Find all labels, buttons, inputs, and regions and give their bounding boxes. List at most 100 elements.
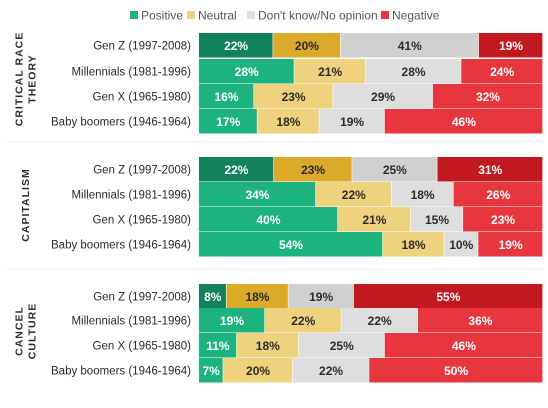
row-label: Gen Z (1997-2008) — [93, 291, 191, 303]
value-label-neutral: 18% — [402, 238, 426, 252]
bar-segment-dont-know — [319, 109, 385, 134]
bar-row: Gen X (1965-1980) 11% 18% 25% 46% — [93, 333, 543, 358]
value-label-positive: 28% — [235, 65, 259, 79]
bar-segment-negative — [453, 182, 543, 207]
bar-segment-neutral — [236, 333, 299, 358]
value-label-negative: 19% — [499, 238, 523, 252]
bar-segment-neutral — [315, 182, 392, 207]
bar-segment-positive — [199, 182, 316, 207]
bar-segment-negative — [437, 157, 543, 182]
bar-segment-negative — [432, 84, 543, 109]
bar-row: Millennials (1981-1996) 34% 22% 18% 26% — [71, 182, 543, 207]
bar-segment-dont-know — [391, 182, 453, 207]
group-title-line: CULTURE — [27, 303, 39, 359]
group-title-line: CRITICAL RACE — [14, 32, 26, 126]
value-label-negative: 32% — [476, 90, 500, 104]
bar-segment-neutral — [254, 84, 333, 109]
value-label-positive: 16% — [215, 90, 239, 104]
value-label-positive: 22% — [224, 39, 248, 53]
bar-segment-positive — [199, 84, 254, 109]
legend-label-neutral: Neutral — [198, 9, 237, 23]
legend-label-negative: Negative — [392, 9, 440, 23]
bar-segment-negative — [384, 109, 543, 134]
value-label-neutral: 20% — [295, 39, 319, 53]
bar-segment-dont-know — [352, 157, 437, 182]
bar-segment-neutral — [337, 207, 411, 232]
bar-segment-neutral — [226, 284, 288, 309]
bar-segment-positive — [199, 232, 383, 257]
bar-row: Baby boomers (1946-1964) 17% 18% 19% 46% — [51, 109, 543, 134]
bar-segment-positive — [199, 308, 265, 333]
bar-segment-negative — [417, 308, 543, 333]
value-label-dont-know: 10% — [449, 238, 473, 252]
value-label-negative: 24% — [490, 65, 514, 79]
row-label: Gen Z (1997-2008) — [93, 164, 191, 176]
bar-segment-neutral — [223, 358, 293, 383]
value-label-neutral: 22% — [291, 314, 315, 328]
row-label: Baby boomers (1946-1964) — [51, 365, 191, 377]
value-label-dont-know: 29% — [371, 90, 395, 104]
bar-segment-negative — [478, 232, 543, 257]
value-label-negative: 23% — [491, 213, 515, 227]
bar-segment-neutral — [294, 59, 366, 84]
value-label-dont-know: 25% — [383, 163, 407, 177]
bar-segment-negative — [463, 207, 543, 232]
value-label-positive: 40% — [256, 213, 280, 227]
bar-segment-dont-know — [340, 33, 479, 58]
value-label-dont-know: 18% — [411, 188, 435, 202]
value-label-positive: 11% — [206, 339, 230, 353]
bar-segment-positive — [199, 284, 226, 309]
bar-row: Gen X (1965-1980) 40% 21% 15% 23% — [93, 207, 543, 232]
value-label-neutral: 18% — [276, 115, 300, 129]
row-label: Millennials (1981-1996) — [71, 66, 191, 78]
bar-row: Gen Z (1997-2008) 22% 20% 41% 19% — [93, 33, 543, 58]
row-label: Gen X (1965-1980) — [93, 340, 192, 352]
bar-segment-positive — [199, 207, 338, 232]
bar-segment-dont-know — [365, 59, 461, 84]
bar-segment-neutral — [273, 157, 352, 182]
row-label: Baby boomers (1946-1964) — [51, 239, 191, 251]
value-label-neutral: 21% — [362, 213, 386, 227]
bar-segment-dont-know — [292, 358, 369, 383]
row-label: Millennials (1981-1996) — [71, 189, 191, 201]
value-label-positive: 54% — [279, 238, 303, 252]
bar-segment-positive — [199, 333, 237, 358]
value-label-dont-know: 25% — [330, 339, 354, 353]
group-title-line: CANCEL — [14, 306, 26, 356]
value-label-dont-know: 22% — [368, 314, 392, 328]
bar-segment-positive — [199, 33, 273, 58]
value-label-positive: 34% — [245, 188, 269, 202]
bar-segment-neutral — [273, 33, 341, 58]
value-label-negative: 46% — [452, 115, 476, 129]
value-label-positive: 8% — [204, 290, 222, 304]
value-label-dont-know: 19% — [309, 290, 333, 304]
value-label-neutral: 21% — [318, 65, 342, 79]
value-label-neutral: 20% — [246, 364, 270, 378]
value-label-negative: 36% — [468, 314, 492, 328]
value-label-negative: 31% — [478, 163, 502, 177]
legend-label-dont-know: Don't know/No opinion — [258, 9, 378, 23]
bar-row: Baby boomers (1946-1964) 7% 20% 22% 50% — [51, 358, 543, 383]
bar-segment-neutral — [382, 232, 444, 257]
bar-segment-positive — [199, 109, 257, 134]
bar-segment-negative — [478, 33, 543, 58]
bar-row: Gen Z (1997-2008) 8% 18% 19% 55% — [93, 284, 543, 309]
bar-segment-neutral — [257, 109, 319, 134]
bar-segment-dont-know — [444, 232, 478, 257]
row-label: Gen Z (1997-2008) — [93, 40, 191, 52]
row-label: Gen X (1965-1980) — [93, 214, 192, 226]
bar-segment-negative — [353, 284, 543, 309]
value-label-neutral: 23% — [301, 163, 325, 177]
bar-segment-positive — [199, 358, 223, 383]
value-label-dont-know: 41% — [398, 39, 422, 53]
bar-segment-positive — [199, 59, 294, 84]
value-label-positive: 7% — [202, 364, 220, 378]
group-title: CAPITALISM — [20, 168, 32, 241]
chart-groups: CRITICAL RACETHEORY Gen Z (1997-2008) 22% 2… — [6, 32, 543, 383]
bar-segment-dont-know — [410, 207, 463, 232]
bar-segment-negative — [461, 59, 543, 84]
value-label-dont-know: 22% — [319, 364, 343, 378]
value-label-neutral: 23% — [282, 90, 306, 104]
bar-segment-negative — [369, 358, 543, 383]
